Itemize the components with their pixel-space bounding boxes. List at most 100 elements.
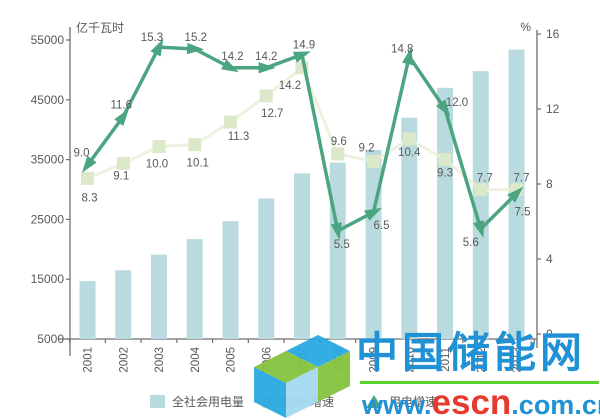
watermark-url-domain: .com.cn xyxy=(511,390,600,420)
left-axis-tick-label: 15000 xyxy=(31,272,65,286)
bar-2009 xyxy=(365,150,382,339)
bar-2002 xyxy=(115,270,132,339)
elec-marker xyxy=(473,220,484,239)
elec-marker xyxy=(507,186,524,203)
gdp-data-label: 8.3 xyxy=(82,192,98,204)
left-axis-tick-label: 5000 xyxy=(37,332,64,346)
legend-label-elec-growth: 用电增速 xyxy=(389,395,438,409)
watermark-url-escn: escn xyxy=(431,383,512,420)
bar-2012 xyxy=(472,71,489,339)
elec-data-label: 11.6 xyxy=(110,100,132,112)
gdp-data-label: 10.1 xyxy=(187,158,209,170)
gdp-data-label: 9.6 xyxy=(331,136,347,148)
left-axis-title: 亿千瓦时 xyxy=(76,20,124,35)
legend-label-consumption: 全社会用电量 xyxy=(172,395,245,409)
legend-item-consumption: 全社会用电量 xyxy=(150,393,244,410)
gdp-data-label: 9.3 xyxy=(437,168,453,180)
elec-marker xyxy=(150,38,164,57)
elec-data-label: 14.9 xyxy=(293,40,315,52)
bar-2003 xyxy=(151,254,167,339)
bar-2006 xyxy=(258,198,275,339)
gdp-data-label: 10.0 xyxy=(146,159,168,171)
elec-marker xyxy=(402,47,414,66)
x-axis-label-2005: 2005 xyxy=(226,347,238,373)
right-axis-tick-label: 8 xyxy=(546,177,553,191)
elec-data-label: 15.2 xyxy=(185,32,207,44)
elec-marker xyxy=(114,108,129,126)
left-axis-tick-label: 25000 xyxy=(31,212,65,226)
left-axis-tick-label: 45000 xyxy=(31,93,65,107)
elec-data-label: 7.5 xyxy=(515,206,531,218)
gdp-marker xyxy=(116,156,130,170)
gdp-data-label: 7.7 xyxy=(514,173,530,185)
gdp-data-label: 10.4 xyxy=(398,147,421,159)
x-axis-label-2009: 2009 xyxy=(369,347,381,373)
gdp-marker xyxy=(188,138,202,152)
gdp-data-label: 7.7 xyxy=(477,173,493,185)
gdp-marker xyxy=(402,132,416,146)
gdp-marker xyxy=(331,147,345,161)
elec-marker xyxy=(330,222,342,241)
elec-data-label: 5.6 xyxy=(463,237,479,249)
x-axis-label-2003: 2003 xyxy=(154,347,166,373)
elec-data-label: 5.5 xyxy=(334,239,350,251)
escn-logo xyxy=(254,335,350,418)
elec-data-label: 6.5 xyxy=(374,220,390,232)
elec-data-label: 15.3 xyxy=(141,32,163,44)
left-axis-tick-label: 55000 xyxy=(31,33,65,47)
x-axis-label-2011: 2011 xyxy=(440,347,452,372)
triangle-marker-icon xyxy=(366,395,382,408)
elec-data-label: 14.2 xyxy=(255,51,277,63)
elec-marker xyxy=(364,207,382,221)
x-axis-label-2013: 2013 xyxy=(512,347,524,373)
watermark-underline xyxy=(360,381,599,384)
logo-cube2-right-face xyxy=(286,367,318,418)
bar-swatch-icon xyxy=(150,395,165,408)
right-axis-tick-label: 0 xyxy=(546,327,553,341)
right-axis-tick-label: 12 xyxy=(546,102,560,116)
elec-marker xyxy=(186,42,205,55)
x-axis-label-2001: 2001 xyxy=(83,347,95,373)
x-axis-label-2012: 2012 xyxy=(476,347,488,373)
gdp-data-label: 11.3 xyxy=(228,131,250,143)
logo-cube2-left-face xyxy=(254,367,286,418)
bar-2010 xyxy=(401,117,418,340)
gdp-marker xyxy=(81,171,94,185)
elec-marker xyxy=(436,99,451,117)
gdp-marker xyxy=(438,153,452,167)
bar-2004 xyxy=(186,239,203,339)
elec-marker xyxy=(292,51,311,63)
elec-data-label: 14.2 xyxy=(221,51,243,63)
bar-2001 xyxy=(79,280,96,339)
gdp-marker xyxy=(224,115,237,129)
gdp-marker xyxy=(474,183,488,197)
gdp-marker xyxy=(259,89,273,103)
elec-data-label: 12.0 xyxy=(446,97,468,109)
logo-cube-right-face xyxy=(318,351,350,402)
right-axis-tick-label: 4 xyxy=(546,252,553,266)
bar-2007 xyxy=(294,173,310,339)
gdp-data-label: 9.2 xyxy=(359,143,375,155)
right-axis-tick-label: 16 xyxy=(546,27,560,41)
gdp-data-label: 12.7 xyxy=(261,108,283,120)
elec-marker xyxy=(221,59,239,73)
watermark-url: www. escn .com.cn xyxy=(362,383,600,420)
left-axis-tick-label: 35000 xyxy=(31,153,65,167)
elec-data-label: 14.8 xyxy=(391,44,413,56)
bar-2005 xyxy=(222,221,239,339)
gdp-data-label: 14.2 xyxy=(279,80,301,92)
gdp-marker xyxy=(152,140,166,153)
legend-item-elec-growth: 用电增速 xyxy=(366,393,437,410)
elec-marker xyxy=(258,62,276,74)
watermark-site-name: 中国储能网 xyxy=(356,329,587,376)
right-axis-title: % xyxy=(520,20,531,34)
gdp-data-label: 9.1 xyxy=(113,170,129,182)
x-axis-label-2010: 2010 xyxy=(404,347,416,373)
watermark-url-www: www. xyxy=(362,390,432,420)
elec-marker xyxy=(81,155,97,173)
gdp-marker xyxy=(367,155,380,168)
bar-2011 xyxy=(437,87,453,339)
x-axis-label-2004: 2004 xyxy=(190,346,202,372)
